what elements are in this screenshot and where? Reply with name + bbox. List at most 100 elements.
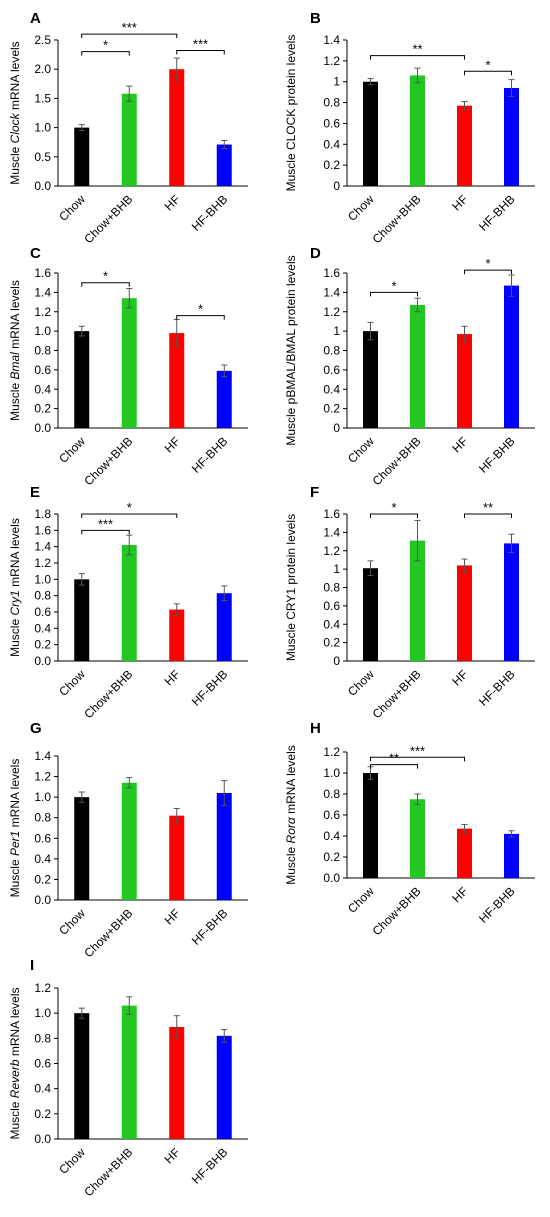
y-tick-label: 0.0 [34,421,51,435]
y-axis-label: Muscle Rorα mRNA levels [284,745,298,885]
bar-2 [410,540,425,661]
significance-label: ** [483,500,493,515]
x-tick-label: Chow [56,1145,88,1177]
y-axis-label: Muscle pBMAL/BMAL protein levels [284,255,298,445]
panel-d: D Muscle pBMAL/BMAL protein levels 0 0.2 0.4… [284,245,535,488]
significance-label: * [485,57,490,72]
y-tick-label: 0.8 [323,581,340,595]
x-tick-label: Chow [345,667,377,699]
x-tick-label: Chow+BHB [81,192,135,246]
x-tick-label: Chow [56,906,88,938]
significance-bracket [370,513,418,518]
y-tick-label: 2.0 [34,62,51,76]
x-tick-label: Chow [56,667,88,699]
bar-1 [74,331,90,428]
panel-letter: B [310,10,321,27]
y-tick-label: 0.4 [34,382,51,396]
y-axis-label: Muscle Bmal mRNA levels [8,280,22,421]
y-tick-label: 1.4 [34,749,51,763]
y-tick-label: 1.4 [34,540,51,554]
y-tick-label: 0.2 [323,636,340,650]
significance-bracket [370,55,465,60]
y-tick-label: 0 [333,179,340,193]
bar-4 [504,833,519,878]
bar-1 [74,1013,90,1139]
panel-letter: H [310,720,321,737]
panel-letter: A [30,10,41,27]
significance-bracket [370,756,465,762]
significance-label: * [103,269,108,284]
panel-letter: D [310,245,321,262]
y-axis-label-gene: Cry1 [8,590,22,615]
bar-2 [410,304,425,428]
y-tick-label: 2.5 [34,33,51,47]
y-axis-label-suffix: mRNA levels [8,41,22,113]
bar-3 [457,828,472,878]
y-tick-label: 0.4 [34,621,51,635]
y-tick-label: 0.4 [323,137,340,151]
y-axis-label: Muscle Per1 mRNA levels [8,759,22,898]
y-tick-label: 1.0 [34,572,51,586]
bar-1 [363,773,378,878]
y-tick-label: 0.8 [34,589,51,603]
x-tick-label: Chow+BHB [81,1145,135,1199]
y-tick-label: 1.5 [34,91,51,105]
x-tick-label: HF-BHB [189,667,230,708]
bar-4 [216,593,232,661]
y-tick-label: 0.4 [34,1082,51,1096]
significance-label: *** [410,743,425,758]
significance-label: * [391,278,396,293]
significance-bracket [81,33,178,39]
y-tick-label: 1.0 [323,766,340,780]
y-tick-label: 1.2 [323,305,340,319]
y-axis-label-prefix: Muscle [8,143,22,184]
x-tick-label: Chow [56,434,88,466]
y-tick-label: 1.6 [323,266,340,280]
y-tick-label: 1.0 [34,324,51,338]
bar-2 [410,799,425,878]
y-axis-label-prefix: Muscle [8,856,22,897]
x-tick-label: HF-BHB [189,1145,230,1186]
y-axis-label: Muscle CRY1 protein levels [284,514,298,661]
y-axis-label-gene: Bmal [8,352,22,380]
x-tick-label: Chow [345,192,377,224]
y-tick-label: 0.8 [323,787,340,801]
y-tick-label: 0.0 [323,871,340,885]
bar-4 [504,87,519,186]
y-tick-label: 0.2 [323,158,340,172]
y-tick-label: 1.6 [323,507,340,521]
panel-letter: I [30,957,34,974]
y-tick-label: 0.6 [34,605,51,619]
bar-3 [457,334,472,428]
y-tick-label: 1 [333,75,340,89]
significance-bracket [81,51,130,56]
significance-bracket [370,291,418,297]
bar-2 [121,93,137,186]
x-tick-label: HF-BHB [476,434,517,475]
y-tick-label: 0.2 [323,402,340,416]
bar-2 [121,782,137,900]
x-tick-label: Chow+BHB [370,192,424,246]
y-tick-label: 1 [333,324,340,338]
x-tick-label: HF [162,192,183,213]
x-tick-label: Chow+BHB [81,906,135,960]
x-tick-label: HF-BHB [476,884,517,925]
significance-label: * [103,38,108,53]
y-axis-label-prefix: Muscle CLOCK protein levels [284,35,298,192]
y-tick-label: 1 [333,562,340,576]
y-tick-label: 1.6 [34,523,51,537]
bar-1 [74,579,90,661]
significance-bracket [81,282,130,287]
y-tick-label: 0.6 [323,116,340,130]
bar-1 [363,81,378,186]
y-axis-label-gene: Rorα [284,816,298,843]
bar-4 [216,1035,232,1139]
y-tick-label: 0.2 [323,850,340,864]
x-tick-label: Chow+BHB [81,434,135,488]
y-tick-label: 1.4 [34,285,51,299]
bar-4 [216,144,232,186]
y-axis-label: Muscle Reverb mRNA levels [8,987,22,1139]
x-tick-label: HF-BHB [476,667,517,708]
x-tick-label: Chow+BHB [81,667,135,721]
